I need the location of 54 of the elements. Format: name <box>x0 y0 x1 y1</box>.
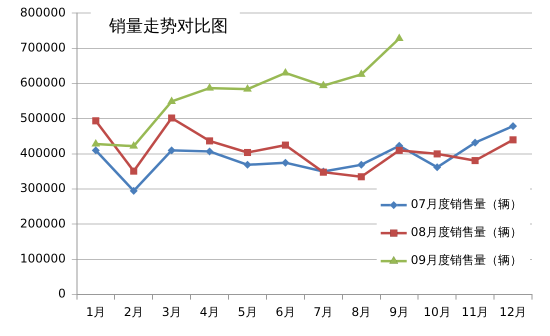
x-tick-label: 12月 <box>499 304 527 319</box>
x-tick-label: 3月 <box>162 304 182 319</box>
point <box>396 146 403 154</box>
point <box>357 160 366 169</box>
x-tick-label: 5月 <box>238 304 258 319</box>
x-tick-label: 4月 <box>200 304 220 319</box>
y-tick-label: 300000 <box>20 181 66 196</box>
legend-label: 08月度销售量（辆） <box>410 225 522 240</box>
point <box>358 173 365 180</box>
point <box>168 114 176 122</box>
point <box>91 139 100 147</box>
point <box>433 163 442 172</box>
point <box>243 84 252 92</box>
point <box>92 117 100 124</box>
point <box>356 69 366 77</box>
point <box>130 186 138 195</box>
chart-title: 销量走势对比图 <box>108 16 228 37</box>
point <box>130 168 138 175</box>
point <box>509 122 518 130</box>
x-tick-label: 11月 <box>461 304 489 319</box>
point <box>471 138 480 147</box>
point <box>92 146 100 154</box>
x-tick-label: 6月 <box>276 304 296 319</box>
point <box>394 34 404 42</box>
y-tick-label: 400000 <box>20 146 66 160</box>
point <box>206 147 214 156</box>
x-tick-label: 1月 <box>86 304 106 319</box>
y-tick-label: 700000 <box>20 40 66 54</box>
legend-label: 07月度销售量（辆） <box>410 197 522 212</box>
x-tick-label: 2月 <box>124 304 144 319</box>
y-tick-label: 200000 <box>20 216 66 230</box>
y-tick-label: 600000 <box>20 76 66 90</box>
x-tick-label: 7月 <box>314 304 334 319</box>
y-tick-label: 0 <box>58 286 66 301</box>
point <box>129 141 138 149</box>
legend-label: 09月度销售量（辆） <box>410 253 522 268</box>
point <box>244 148 252 156</box>
y-tick-label: 800000 <box>20 5 66 20</box>
point <box>510 136 517 144</box>
x-tick-label: 9月 <box>389 304 410 319</box>
x-tick-label: 8月 <box>351 304 372 319</box>
x-tick-label: 10月 <box>424 304 451 319</box>
point <box>244 160 252 169</box>
point <box>167 96 176 104</box>
point <box>282 142 289 149</box>
point <box>472 157 479 164</box>
point <box>281 158 290 167</box>
y-tick-label: 500000 <box>20 110 66 125</box>
point <box>434 150 441 158</box>
point <box>168 146 176 154</box>
point <box>319 80 328 88</box>
point <box>206 137 214 144</box>
y-tick-label: 100000 <box>20 252 66 266</box>
point <box>205 83 214 91</box>
